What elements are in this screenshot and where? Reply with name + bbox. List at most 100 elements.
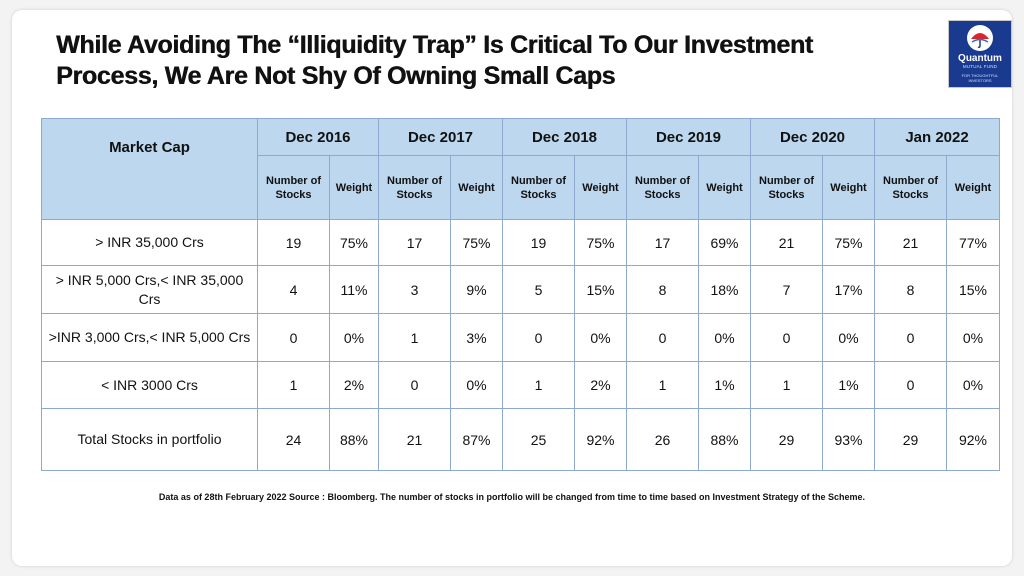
table-row: >INR 3,000 Crs,< INR 5,000 Crs 0 0% 1 3%…	[41, 313, 1001, 362]
stock-count-cell: 8	[626, 265, 699, 314]
stock-count-cell: 0	[257, 313, 330, 362]
stock-count-cell: 0	[378, 361, 451, 409]
number-of-stocks-header: Number of Stocks	[626, 155, 699, 220]
stock-count-cell: 21	[750, 219, 823, 266]
footnote: Data as of 28th February 2022 Source : B…	[158, 492, 866, 502]
weight-cell: 15%	[945, 265, 1001, 314]
year-header: Jan 2022	[873, 118, 1001, 156]
stock-count-cell: 8	[874, 265, 947, 314]
market-cap-header: Market Cap	[41, 118, 258, 220]
weight-cell: 0%	[329, 313, 379, 362]
year-header: Dec 2020	[750, 118, 875, 156]
weight-cell: 0%	[574, 313, 627, 362]
title-line-1: While Avoiding The “Illiquidity Trap” Is…	[56, 31, 813, 59]
weight-cell: 88%	[698, 408, 751, 471]
row-label: >INR 3,000 Crs,< INR 5,000 Crs	[41, 313, 258, 362]
year-header: Dec 2016	[257, 118, 379, 156]
logo-brand: Quantum	[958, 53, 1002, 64]
stock-count-cell: 1	[257, 361, 330, 409]
table-row: > INR 5,000 Crs,< INR 35,000 Crs 4 11% 3…	[41, 265, 1001, 314]
stock-count-cell: 0	[874, 313, 947, 362]
weight-cell: 0%	[450, 361, 503, 409]
table-row-total: Total Stocks in portfolio 24 88% 21 87% …	[41, 408, 1001, 471]
stock-count-cell: 24	[257, 408, 330, 471]
stock-count-cell: 17	[626, 219, 699, 266]
stock-count-cell: 0	[502, 313, 575, 362]
stock-count-cell: 21	[874, 219, 947, 266]
row-label: Total Stocks in portfolio	[41, 408, 258, 471]
weight-cell: 9%	[450, 265, 503, 314]
stock-count-cell: 26	[626, 408, 699, 471]
weight-header: Weight	[822, 155, 875, 220]
weight-cell: 3%	[450, 313, 503, 362]
stock-count-cell: 7	[750, 265, 823, 314]
stock-count-cell: 19	[257, 219, 330, 266]
weight-cell: 75%	[574, 219, 627, 266]
year-header-row: Market Cap Dec 2016 Dec 2017 Dec 2018 De…	[41, 118, 1001, 220]
stock-count-cell: 29	[874, 408, 947, 471]
row-label: > INR 35,000 Crs	[41, 219, 258, 266]
stock-count-cell: 0	[626, 313, 699, 362]
weight-header: Weight	[945, 155, 1001, 220]
table-row: < INR 3000 Crs 1 2% 0 0% 1 2% 1 1% 1 1% …	[41, 361, 1001, 409]
stock-count-cell: 0	[874, 361, 947, 409]
stock-count-cell: 1	[750, 361, 823, 409]
weight-cell: 2%	[574, 361, 627, 409]
stock-count-cell: 17	[378, 219, 451, 266]
umbrella-icon	[967, 25, 993, 51]
weight-cell: 2%	[329, 361, 379, 409]
weight-cell: 87%	[450, 408, 503, 471]
weight-cell: 75%	[822, 219, 875, 266]
weight-cell: 88%	[329, 408, 379, 471]
number-of-stocks-header: Number of Stocks	[750, 155, 823, 220]
stock-count-cell: 3	[378, 265, 451, 314]
weight-cell: 92%	[574, 408, 627, 471]
stock-count-cell: 25	[502, 408, 575, 471]
weight-cell: 0%	[945, 361, 1001, 409]
stock-count-cell: 1	[502, 361, 575, 409]
weight-cell: 1%	[822, 361, 875, 409]
weight-cell: 18%	[698, 265, 751, 314]
quantum-logo: Quantum MUTUAL FUND FOR THOUGHTFUL INVES…	[948, 20, 1012, 88]
year-header: Dec 2017	[378, 118, 503, 156]
row-label: < INR 3000 Crs	[41, 361, 258, 409]
weight-header: Weight	[329, 155, 379, 220]
number-of-stocks-header: Number of Stocks	[378, 155, 451, 220]
weight-cell: 0%	[698, 313, 751, 362]
weight-header: Weight	[450, 155, 503, 220]
weight-cell: 15%	[574, 265, 627, 314]
weight-cell: 0%	[822, 313, 875, 362]
number-of-stocks-header: Number of Stocks	[874, 155, 947, 220]
weight-header: Weight	[574, 155, 627, 220]
stock-count-cell: 21	[378, 408, 451, 471]
stock-count-cell: 0	[750, 313, 823, 362]
stock-count-cell: 1	[626, 361, 699, 409]
year-header: Dec 2018	[502, 118, 627, 156]
weight-header: Weight	[698, 155, 751, 220]
number-of-stocks-header: Number of Stocks	[257, 155, 330, 220]
weight-cell: 93%	[822, 408, 875, 471]
stock-count-cell: 19	[502, 219, 575, 266]
stock-count-cell: 1	[378, 313, 451, 362]
weight-cell: 75%	[450, 219, 503, 266]
number-of-stocks-header: Number of Stocks	[502, 155, 575, 220]
market-cap-table: Market Cap Dec 2016 Dec 2017 Dec 2018 De…	[41, 118, 1001, 471]
weight-cell: 11%	[329, 265, 379, 314]
weight-cell: 0%	[945, 313, 1001, 362]
slide-title: While Avoiding The “Illiquidity Trap” Is…	[56, 30, 956, 92]
weight-cell: 1%	[698, 361, 751, 409]
stock-count-cell: 5	[502, 265, 575, 314]
slide: While Avoiding The “Illiquidity Trap” Is…	[12, 10, 1012, 566]
sub-header-row: Number of Stocks Weight Number of Stocks…	[42, 155, 1001, 220]
weight-cell: 17%	[822, 265, 875, 314]
stock-count-cell: 4	[257, 265, 330, 314]
logo-tagline: FOR THOUGHTFUL INVESTORS	[961, 73, 999, 83]
row-label: > INR 5,000 Crs,< INR 35,000 Crs	[41, 265, 258, 314]
stock-count-cell: 29	[750, 408, 823, 471]
weight-cell: 75%	[329, 219, 379, 266]
weight-cell: 77%	[945, 219, 1001, 266]
logo-subtitle: MUTUAL FUND	[962, 64, 998, 69]
weight-cell: 92%	[945, 408, 1001, 471]
table-row: > INR 35,000 Crs 19 75% 17 75% 19 75% 17…	[41, 219, 1001, 266]
weight-cell: 69%	[698, 219, 751, 266]
